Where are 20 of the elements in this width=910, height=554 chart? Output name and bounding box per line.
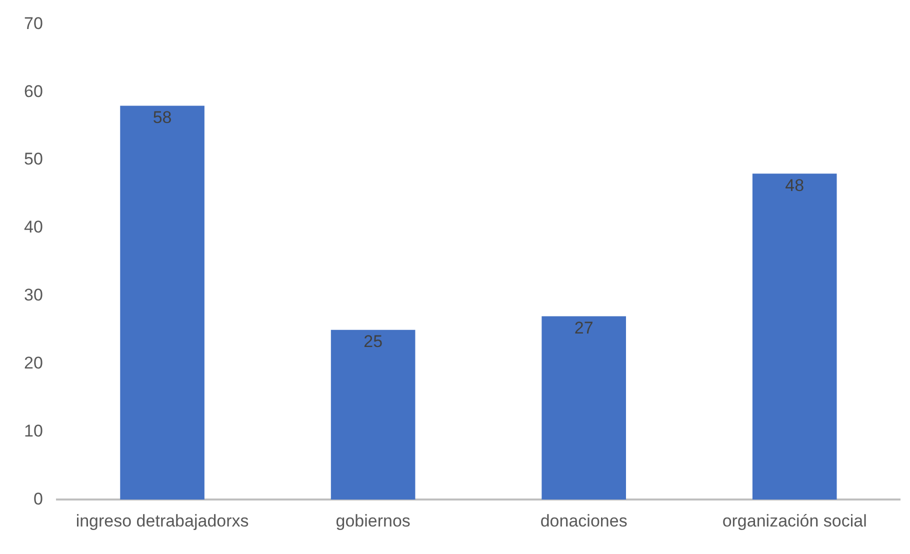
x-tick-label: ingreso detrabajadorxs xyxy=(76,511,249,530)
y-tick-label: 50 xyxy=(24,150,43,169)
y-tick-label: 70 xyxy=(24,14,43,33)
data-label: 27 xyxy=(574,318,594,338)
x-tick-label: donaciones xyxy=(540,511,628,530)
y-tick-label: 10 xyxy=(24,421,43,440)
bar xyxy=(330,330,416,500)
y-tick-label: 20 xyxy=(24,353,43,372)
bar xyxy=(120,106,204,500)
bar xyxy=(542,316,626,500)
x-tick-label: gobiernos xyxy=(336,511,410,530)
data-label: 58 xyxy=(152,108,172,127)
y-tick-label: 0 xyxy=(33,489,43,508)
data-label: 48 xyxy=(785,176,804,195)
y-tick-label: 30 xyxy=(24,286,43,305)
bar xyxy=(752,174,837,500)
x-tick-label: organización social xyxy=(722,511,867,530)
y-tick-label: 60 xyxy=(24,82,43,101)
y-tick-label: 40 xyxy=(24,218,43,237)
data-label: 25 xyxy=(364,332,383,351)
